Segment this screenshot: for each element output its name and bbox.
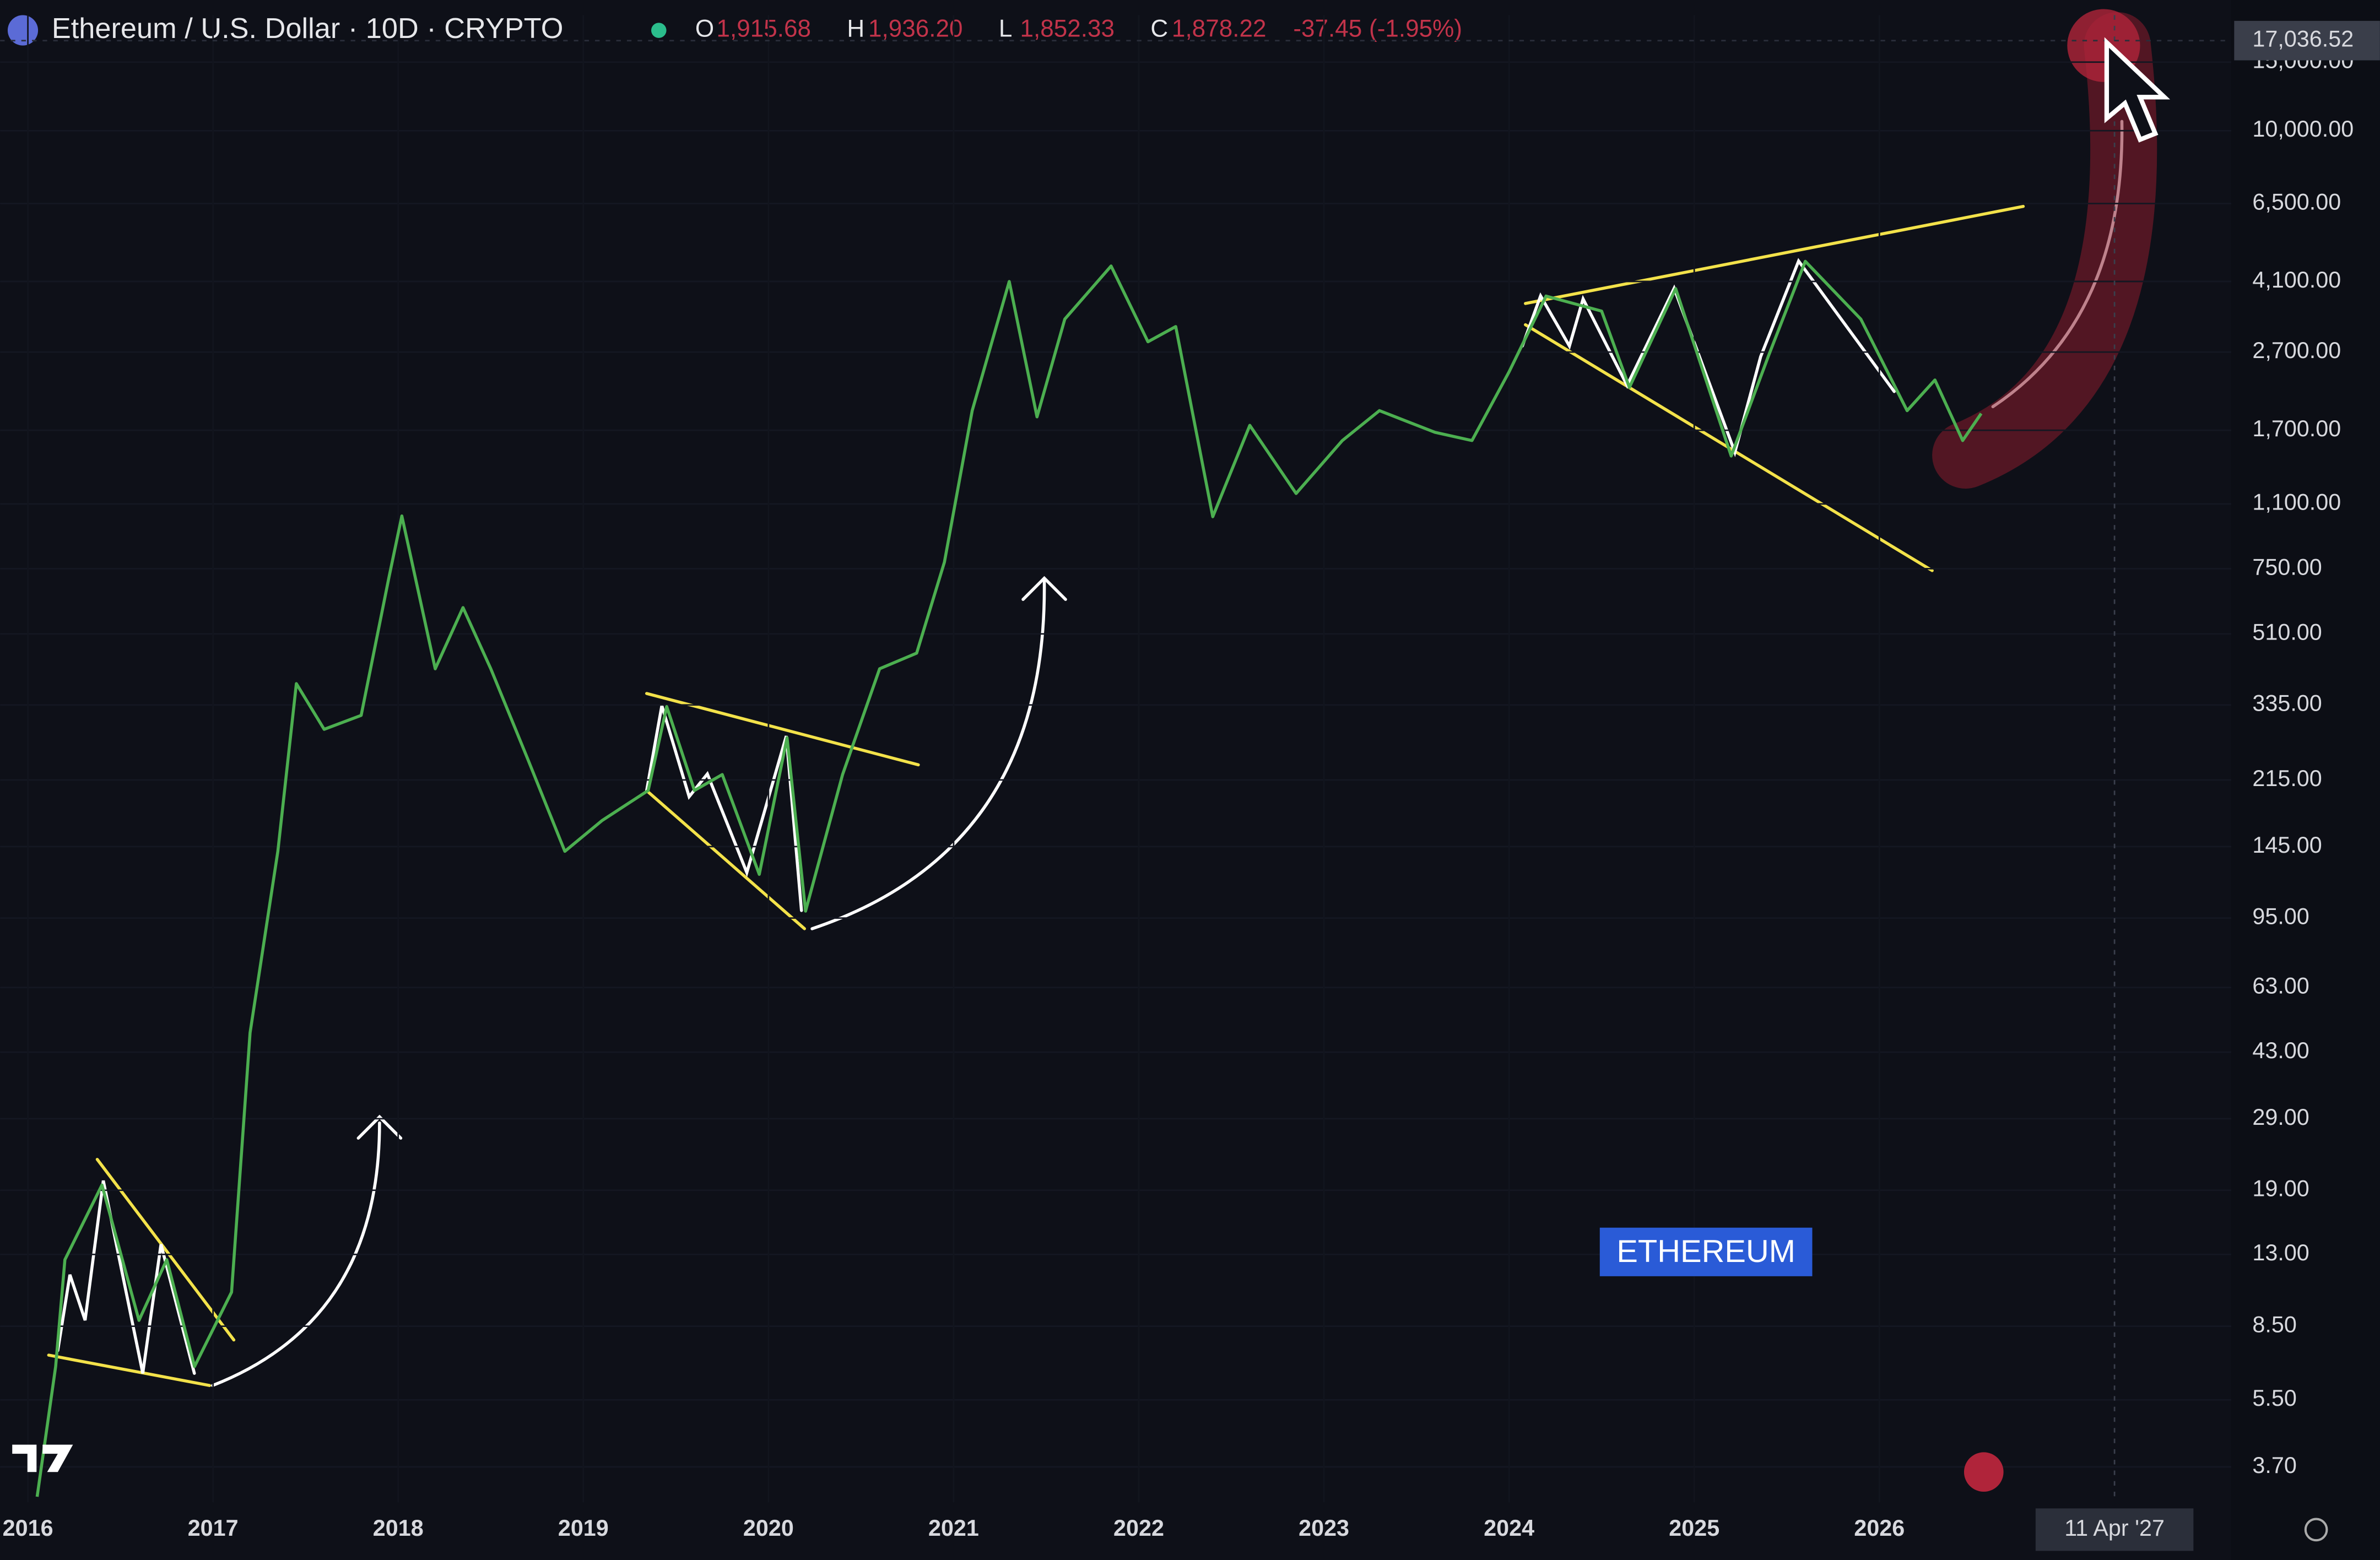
crosshair-date: 11 Apr '27 bbox=[2064, 1515, 2165, 1541]
y-tick-label: 750.00 bbox=[2252, 554, 2322, 579]
y-tick-label: 510.00 bbox=[2252, 620, 2322, 645]
highlight-glow bbox=[1932, 12, 2157, 489]
y-tick-label: 2,700.00 bbox=[2252, 338, 2341, 363]
y-tick-label: 215.00 bbox=[2252, 766, 2322, 791]
ohlc-key: C bbox=[1150, 15, 1168, 42]
x-tick-label: 2019 bbox=[558, 1515, 609, 1541]
y-tick-label: 63.00 bbox=[2252, 973, 2309, 999]
x-tick-label: 2018 bbox=[373, 1515, 424, 1541]
market-status bbox=[651, 23, 667, 38]
y-tick-label: 3.70 bbox=[2252, 1453, 2296, 1478]
y-tick-label: 5.50 bbox=[2252, 1385, 2296, 1411]
y-tick-label: 145.00 bbox=[2252, 832, 2322, 858]
y-tick-label: 10,000.00 bbox=[2252, 116, 2354, 142]
x-tick-label: 2025 bbox=[1669, 1515, 1719, 1541]
x-tick-label: 2021 bbox=[928, 1515, 979, 1541]
tv-logo bbox=[12, 1444, 73, 1472]
y-tick-label: 13.00 bbox=[2252, 1240, 2309, 1265]
ohlc-key: H bbox=[847, 15, 864, 42]
flag-icon bbox=[1964, 1452, 2004, 1492]
crosshair-price-box bbox=[2234, 20, 2380, 61]
x-tick-label: 2023 bbox=[1299, 1515, 1349, 1541]
y-tick-label: 1,100.00 bbox=[2252, 490, 2341, 515]
cursor bbox=[2104, 37, 2170, 143]
x-tick-label: 2026 bbox=[1854, 1515, 1905, 1541]
y-tick-label: 335.00 bbox=[2252, 691, 2322, 716]
price-line bbox=[35, 259, 1983, 1497]
y-tick-label: 43.00 bbox=[2252, 1038, 2309, 1063]
x-tick-label: 2022 bbox=[1113, 1515, 1164, 1541]
change-percent: (-1.95%) bbox=[1369, 15, 1462, 42]
symbol-title: Ethereum / U.S. Dollar · 10D · CRYPTO bbox=[52, 13, 564, 45]
crosshair-date-box bbox=[2035, 1508, 2194, 1551]
ohlc-value: 1,878.22 bbox=[1172, 15, 1267, 42]
ohlc-key: O bbox=[695, 15, 714, 42]
annotation: ETHEREUM bbox=[1616, 1234, 1795, 1269]
ohlc-legend: O 1,915.68 H 1,936.20 L 1,852.33 C 1,878.22 -37.… bbox=[695, 15, 1462, 42]
y-tick-label: 6,500.00 bbox=[2252, 189, 2341, 214]
eth-icon bbox=[7, 15, 39, 46]
y-tick-label: 8.50 bbox=[2252, 1312, 2296, 1337]
x-tick-label: 2016 bbox=[3, 1515, 53, 1541]
x-tick-label: 2017 bbox=[188, 1515, 239, 1541]
drawings bbox=[47, 9, 2157, 1387]
price-axis-area bbox=[2231, 0, 2380, 1560]
change: -37.45 bbox=[1293, 15, 1362, 42]
ohlc-key: L bbox=[999, 15, 1013, 42]
plot: 3.70 5.50 8.50 13.00 19.00 29.00 43.00 63.00 95.… bbox=[0, 15, 2380, 1551]
y-tick-label: 4,100.00 bbox=[2252, 267, 2341, 292]
y-tick-label: 1,700.00 bbox=[2252, 416, 2341, 441]
ohlc-value: 1,915.68 bbox=[716, 15, 811, 42]
settings-icon[interactable] bbox=[2304, 1518, 2328, 1542]
ohlc-value: 1,852.33 bbox=[1020, 15, 1115, 42]
y-tick-label: 95.00 bbox=[2252, 904, 2309, 929]
y-tick-label: 29.00 bbox=[2252, 1104, 2309, 1130]
annotation-box bbox=[1599, 1227, 1813, 1276]
ohlc-value: 1,936.20 bbox=[868, 15, 963, 42]
x-tick-label: 2020 bbox=[743, 1515, 794, 1541]
crosshair-price: 17,036.52 bbox=[2252, 26, 2354, 52]
y-tick-label: 19.00 bbox=[2252, 1176, 2309, 1201]
x-tick-label: 2024 bbox=[1484, 1515, 1534, 1541]
